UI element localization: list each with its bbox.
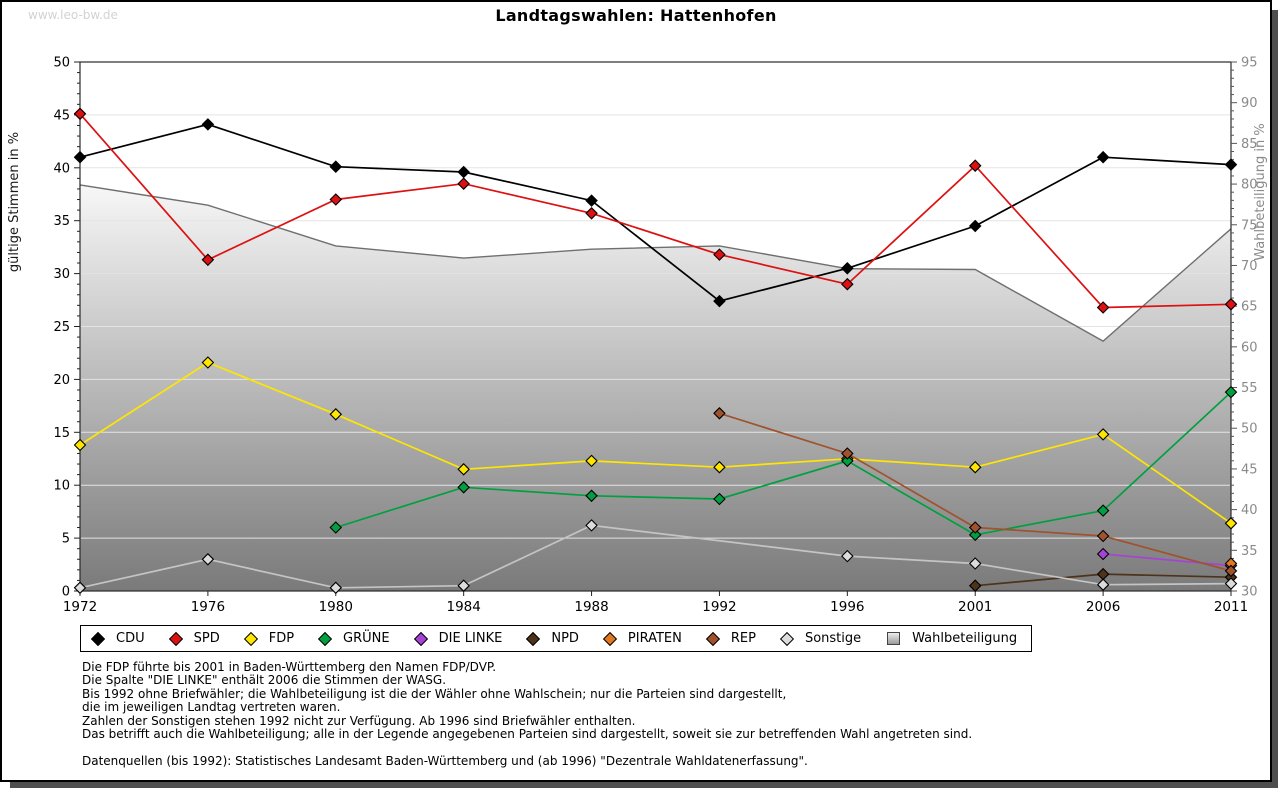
svg-text:15: 15	[53, 426, 70, 441]
svg-text:1996: 1996	[830, 599, 864, 615]
svg-text:35: 35	[1241, 544, 1258, 559]
svg-text:50: 50	[1241, 422, 1258, 437]
svg-text:2001: 2001	[958, 599, 992, 615]
svg-text:1980: 1980	[319, 599, 353, 615]
svg-text:85: 85	[1241, 137, 1258, 152]
legend-marker-piraten	[602, 631, 617, 646]
axes: 0 5 10 15 20 25 30 35 40 45 50 30 35 40 45 50 55 60 65 70 75…	[53, 56, 1257, 616]
legend-marker-spd	[168, 631, 183, 646]
series-rep	[713, 407, 1238, 578]
legend-marker-sonstige	[779, 631, 795, 646]
legend-item-sonstige: Sonstige	[779, 631, 862, 646]
legend-label: FDP	[268, 631, 295, 646]
legend-item-wahlbeteiligung: Wahlbeteiligung	[887, 631, 1017, 646]
legend-item-piraten: PIRATEN	[602, 631, 682, 646]
svg-text:1992: 1992	[702, 599, 736, 615]
turnout-area	[80, 184, 1231, 591]
svg-text:2006: 2006	[1086, 599, 1120, 615]
gridlines	[81, 114, 1230, 539]
series-sonstige	[73, 519, 1238, 595]
legend-item-die-linke: DIE LINKE	[413, 631, 503, 646]
page-title: Landtagswahlen: Hattenhofen	[495, 6, 777, 25]
svg-text:1972: 1972	[63, 599, 97, 615]
svg-text:30: 30	[1241, 585, 1258, 600]
svg-text:55: 55	[1241, 381, 1258, 396]
series-spd	[73, 107, 1238, 314]
legend-marker-npd	[526, 631, 541, 646]
legend-item-spd: SPD	[168, 631, 220, 646]
svg-text:40: 40	[1241, 503, 1258, 518]
svg-text:90: 90	[1241, 96, 1258, 111]
legend-label: NPD	[551, 631, 579, 646]
legend-label: Wahlbeteiligung	[912, 631, 1018, 646]
legend-marker-cdu	[90, 631, 106, 646]
svg-text:35: 35	[53, 214, 70, 229]
svg-text:80: 80	[1241, 178, 1258, 193]
legend-label: CDU	[116, 631, 145, 646]
svg-text:95: 95	[1241, 56, 1258, 71]
legend-label: DIE LINKE	[438, 631, 503, 646]
legend-label: Sonstige	[804, 631, 862, 646]
legend-marker-die-linke	[413, 631, 428, 646]
chart-footnotes: Die FDP führte bis 2001 in Baden-Württem…	[82, 660, 973, 768]
series-gr-ne	[329, 385, 1238, 542]
y-axis-right-title: Wahlbeteiligung in %	[1253, 123, 1268, 260]
chart-legend: CDU SPD FDP GRÜNE DIE LINKE NPD PIRATEN REP Sons…	[80, 625, 1033, 652]
svg-text:30: 30	[53, 267, 70, 282]
svg-text:10: 10	[53, 479, 70, 494]
legend-label: PIRATEN	[627, 631, 682, 646]
y-axis-left-title: gültige Stimmen in %	[7, 132, 22, 272]
watermark: www.leo-bw.de	[28, 8, 118, 22]
legend-marker-gr-ne	[317, 631, 333, 646]
legend-item-npd: NPD	[526, 631, 579, 646]
svg-text:2011: 2011	[1214, 599, 1248, 615]
svg-text:50: 50	[53, 56, 70, 71]
legend-marker-rep	[705, 631, 720, 646]
svg-text:60: 60	[1241, 340, 1258, 355]
legend-item-fdp: FDP	[243, 631, 295, 646]
svg-text:1976: 1976	[191, 599, 225, 615]
series-fdp	[73, 356, 1238, 530]
legend-marker-wahlbeteiligung	[887, 632, 901, 645]
legend-item-cdu: CDU	[90, 631, 145, 646]
series-npd	[968, 567, 1238, 592]
series-cdu	[73, 118, 1238, 308]
turnout-edge-line	[79, 184, 1232, 342]
svg-text:65: 65	[1241, 300, 1258, 315]
legend-item-gr-ne: GRÜNE	[317, 631, 390, 646]
legend-label: SPD	[193, 631, 220, 646]
legend-marker-fdp	[243, 631, 258, 646]
legend-label: GRÜNE	[343, 631, 390, 646]
svg-text:45: 45	[1241, 462, 1258, 477]
svg-text:1988: 1988	[574, 599, 608, 615]
svg-text:45: 45	[53, 108, 70, 123]
svg-text:5: 5	[62, 532, 70, 547]
svg-text:75: 75	[1241, 218, 1258, 233]
svg-text:40: 40	[53, 161, 70, 176]
legend-item-rep: REP	[705, 631, 756, 646]
svg-text:25: 25	[53, 320, 70, 335]
svg-text:1984: 1984	[446, 599, 480, 615]
svg-text:20: 20	[53, 373, 70, 388]
election-line-chart: 0 5 10 15 20 25 30 35 40 45 50 30 35 40 45 50 55 60 65 70 75…	[7, 56, 1268, 616]
legend-label: REP	[730, 631, 756, 646]
svg-text:0: 0	[62, 585, 70, 600]
svg-text:70: 70	[1241, 259, 1258, 274]
